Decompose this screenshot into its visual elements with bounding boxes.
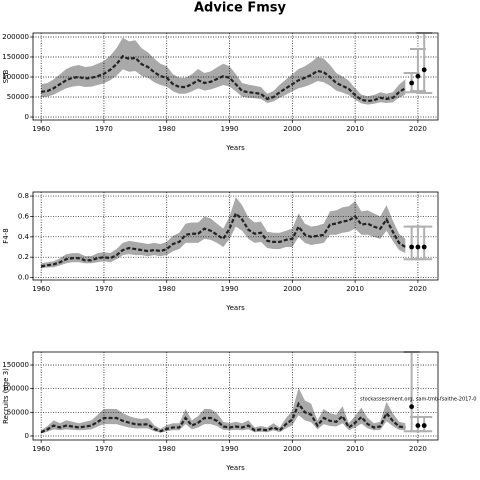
x-tick-label: 1980	[158, 285, 176, 293]
forecast-point	[415, 73, 421, 79]
y-tick-label: 0	[25, 432, 29, 440]
plot-frame	[32, 191, 439, 281]
x-tick-label: 1990	[221, 285, 239, 293]
confidence-band	[41, 37, 406, 105]
x-tick-label: 2010	[346, 285, 364, 293]
x-tick-label: 2000	[283, 445, 301, 453]
y-tick-label: 50000	[7, 408, 29, 416]
x-tick-label: 1990	[221, 125, 239, 133]
x-axis-label: Years	[225, 144, 245, 152]
forecast-point	[409, 244, 415, 250]
y-tick-label: 0.0	[18, 274, 29, 282]
x-axis-label: Years	[225, 464, 245, 472]
y-axis-label: Recruits (age 3)	[2, 368, 10, 424]
y-tick-label: 150000	[2, 53, 29, 61]
x-tick-label: 2000	[283, 285, 301, 293]
x-tick-label: 1970	[95, 285, 113, 293]
forecast-point	[421, 244, 427, 250]
y-tick-label: 100000	[2, 73, 29, 81]
forecast-point	[409, 404, 415, 410]
confidence-band	[41, 387, 406, 434]
x-tick-label: 1980	[158, 125, 176, 133]
y-tick-label: 150000	[2, 361, 29, 369]
x-tick-label: 1980	[158, 445, 176, 453]
y-tick-label: 0	[25, 113, 29, 121]
x-tick-label: 1990	[221, 445, 239, 453]
x-tick-label: 1960	[32, 445, 50, 453]
x-tick-label: 2010	[346, 125, 364, 133]
y-tick-label: 0.2	[18, 253, 29, 261]
confidence-band	[41, 197, 406, 269]
x-tick-label: 2010	[346, 445, 364, 453]
plot-frame	[32, 351, 439, 441]
y-tick-label: 0.6	[18, 212, 30, 220]
forecast-point	[421, 67, 427, 73]
x-tick-label: 1960	[32, 125, 50, 133]
y-axis-label: SSB	[2, 69, 10, 83]
y-axis-label: F4-8	[2, 228, 10, 243]
x-tick-label: 2000	[283, 125, 301, 133]
x-tick-label: 2020	[409, 125, 427, 133]
x-axis-label: Years	[225, 304, 245, 312]
forecast-point	[415, 423, 421, 428]
plot-frame	[32, 32, 439, 121]
x-tick-label: 1970	[95, 445, 113, 453]
x-tick-label: 2020	[409, 285, 427, 293]
estimate-line	[40, 401, 406, 434]
x-tick-label: 2020	[409, 445, 427, 453]
estimate-line	[40, 211, 406, 268]
estimate-line	[41, 54, 406, 103]
y-tick-label: 50000	[7, 93, 29, 101]
y-tick-label: 0.8	[18, 192, 29, 200]
figure-title: Advice Fmsy	[194, 1, 287, 16]
forecast-point	[421, 423, 427, 428]
y-tick-label: 100000	[2, 385, 29, 393]
forecast-point	[415, 244, 421, 250]
y-tick-label: 200000	[2, 33, 29, 41]
x-tick-label: 1970	[95, 125, 113, 133]
annotation: stockassessment.org, sam-tmb-fsaithe-201…	[360, 397, 476, 403]
forecast-point	[409, 80, 415, 86]
error-bar	[416, 225, 433, 261]
x-tick-label: 1960	[32, 285, 50, 293]
y-tick-label: 0.4	[18, 233, 30, 241]
